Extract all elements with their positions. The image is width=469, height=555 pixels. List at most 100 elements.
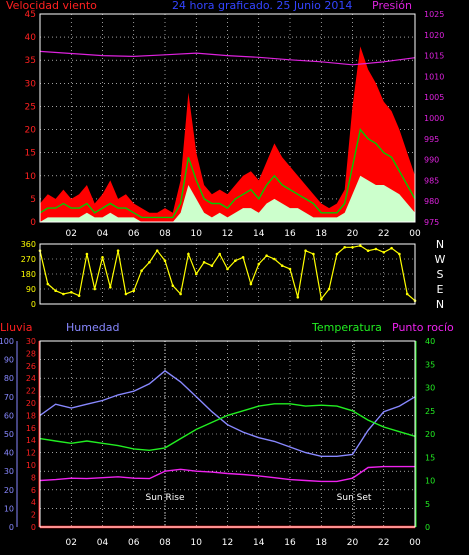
rain-y-tick: 10	[26, 461, 36, 470]
wind-x-tick: 04	[97, 229, 109, 239]
rain-y-tick: 16	[26, 424, 36, 433]
wind-direction-point	[265, 254, 268, 257]
climate-x-tick: 22	[378, 538, 389, 548]
pressure-y-tick: 1010	[424, 72, 444, 81]
wind-direction-point	[382, 251, 386, 254]
humidity-y-tick: 50	[4, 430, 14, 439]
direction-letter: W	[435, 253, 446, 266]
climate-x-tick: 08	[159, 538, 171, 548]
wind-direction-point	[210, 264, 214, 268]
wind-direction-point	[257, 262, 261, 266]
wind-direction-point	[62, 292, 65, 296]
temperature-y-tick: 10	[425, 477, 435, 486]
wind-direction-point	[390, 246, 393, 250]
temperature-y-tick: 5	[425, 500, 430, 509]
wind-direction-point	[327, 287, 331, 291]
direction-y-tick: 180	[21, 270, 36, 279]
rain-y-tick: 8	[31, 473, 36, 482]
wind-y-tick: 5	[30, 195, 36, 205]
wind-direction-point	[312, 252, 315, 256]
wind-direction-point	[374, 247, 378, 251]
wind-direction-point	[85, 252, 89, 256]
wind-direction-point	[171, 284, 175, 288]
temperature-label: Temperatura	[312, 321, 382, 334]
wind-direction-point	[405, 292, 409, 296]
pressure-label: Presión	[372, 0, 412, 12]
climate-x-tick: 10	[191, 538, 203, 548]
wind-direction-point	[70, 291, 73, 294]
climate-x-tick: 14	[253, 538, 265, 548]
rain-y-tick: 0	[31, 523, 36, 532]
wind-x-tick: 06	[128, 229, 140, 239]
direction-letter: S	[437, 268, 444, 281]
wind-direction-point	[155, 249, 159, 252]
wind-y-tick: 30	[25, 79, 37, 89]
humidity-y-tick: 40	[4, 449, 14, 458]
wind-direction-point	[351, 246, 354, 249]
wind-y-tick: 25	[25, 102, 36, 112]
wind-y-tick: 0	[30, 218, 36, 228]
wind-direction-point	[249, 282, 253, 286]
direction-letter: N	[436, 298, 444, 311]
chart-title: 24 hora graficado. 25 Junio 2014	[172, 0, 353, 12]
climate-x-tick: 02	[66, 538, 77, 548]
wind-direction-point	[124, 292, 128, 296]
wind-direction-point	[109, 286, 112, 289]
humidity-y-tick: 100	[0, 337, 14, 346]
wind-direction-point	[187, 252, 190, 256]
wind-direction-point	[296, 296, 300, 299]
wind-x-tick: 16	[284, 229, 296, 239]
pressure-y-tick: 1000	[424, 114, 444, 123]
wind-direction-point	[304, 249, 307, 252]
rain-y-tick: 24	[26, 374, 36, 383]
wind-y-tick: 10	[25, 172, 37, 182]
humidity-y-tick: 60	[4, 411, 14, 420]
pressure-y-tick: 990	[424, 156, 439, 165]
humidity-y-tick: 90	[4, 356, 14, 365]
wind-speed-label: Velocidad viento	[6, 0, 97, 12]
wind-x-tick: 00	[409, 229, 421, 239]
humidity-y-tick: 80	[4, 374, 14, 383]
pressure-y-tick: 1015	[424, 52, 444, 61]
temperature-y-tick: 40	[425, 337, 435, 346]
wind-x-tick: 18	[316, 229, 328, 239]
wind-y-tick: 15	[25, 149, 36, 159]
wind-direction-point	[202, 261, 206, 264]
rain-y-tick: 22	[26, 387, 36, 396]
wind-direction-point	[163, 259, 167, 263]
humidity-line	[39, 369, 416, 457]
climate-x-tick: 20	[347, 538, 359, 548]
wind-x-tick: 10	[191, 229, 203, 239]
direction-letter: N	[436, 238, 444, 251]
pressure-y-tick: 980	[424, 197, 439, 206]
pressure-y-tick: 975	[424, 218, 439, 227]
pressure-y-tick: 1005	[424, 93, 444, 102]
wind-direction-point	[320, 297, 323, 301]
wind-direction-point	[366, 249, 370, 252]
climate-x-tick: 12	[222, 538, 233, 548]
direction-y-tick: 360	[21, 240, 36, 249]
wind-min-area	[40, 175, 415, 222]
wind-direction-point	[280, 264, 284, 268]
climate-x-tick: 00	[409, 538, 421, 548]
climate-x-tick: 18	[316, 538, 328, 548]
pressure-y-tick: 1020	[424, 31, 444, 40]
temperature-y-tick: 35	[425, 360, 435, 369]
wind-y-tick: 20	[25, 126, 37, 136]
rain-y-tick: 4	[31, 498, 36, 507]
climate-x-tick: 06	[128, 538, 140, 548]
wind-x-tick: 12	[222, 229, 233, 239]
direction-y-tick: 270	[21, 255, 36, 264]
temperature-y-tick: 30	[425, 384, 435, 393]
temperature-y-tick: 20	[425, 430, 435, 439]
wind-direction-point	[359, 244, 362, 247]
rain-y-tick: 2	[31, 511, 36, 520]
climate-x-tick: 16	[284, 538, 296, 548]
rain-y-tick: 18	[26, 411, 36, 420]
direction-y-tick: 0	[31, 300, 36, 309]
rain-y-tick: 12	[26, 449, 36, 458]
wind-direction-point	[195, 272, 198, 276]
wind-x-tick: 22	[378, 229, 389, 239]
wind-direction-point	[101, 255, 104, 259]
